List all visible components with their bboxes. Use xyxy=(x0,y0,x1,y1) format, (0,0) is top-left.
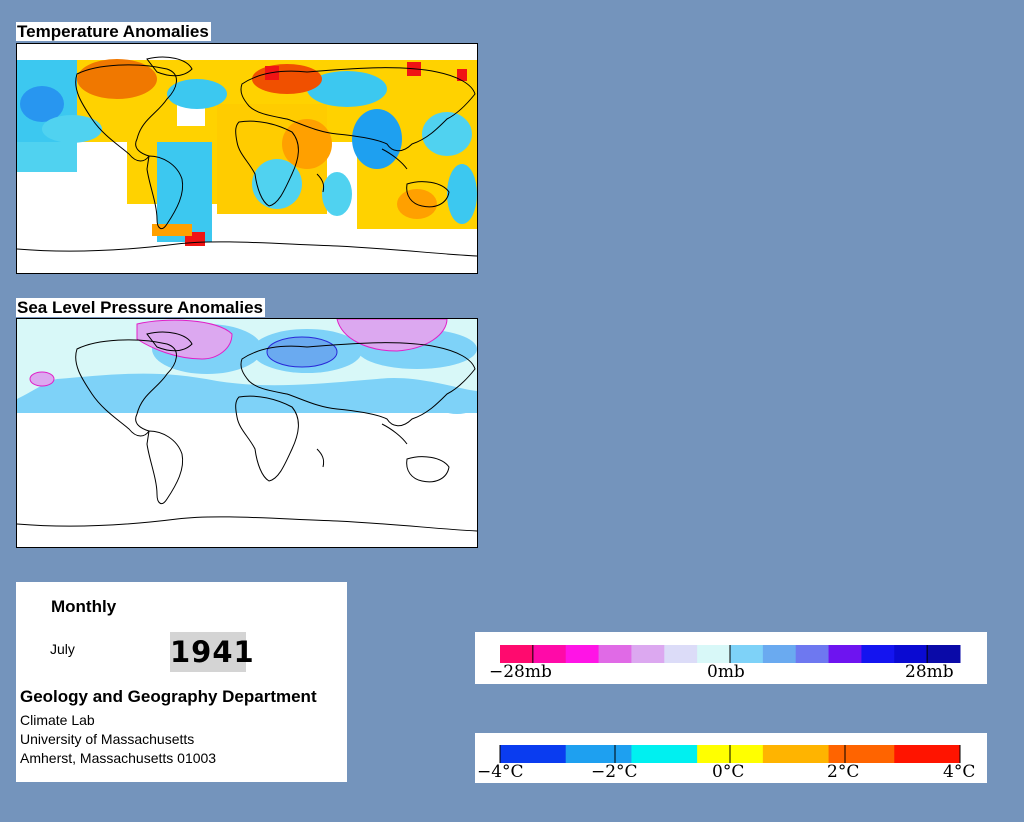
pressure-legend-swatch xyxy=(795,645,830,663)
pressure-legend-swatch xyxy=(532,645,567,663)
temperature-anomaly-map xyxy=(16,43,478,274)
pressure-legend-swatch xyxy=(664,645,698,663)
temperature-legend-swatch xyxy=(894,745,961,763)
info-box: Monthly July 1941 Geology and Geography … xyxy=(16,582,347,782)
pressure-color-legend: −28mb 0mb 28mb xyxy=(475,632,987,684)
temperature-colorbar xyxy=(499,745,961,763)
pressure-anomaly-map xyxy=(16,318,478,548)
year-display: 1941 xyxy=(170,632,254,672)
pressure-legend-swatch xyxy=(894,645,928,663)
pressure-legend-swatch xyxy=(730,645,764,663)
department-name: Geology and Geography Department xyxy=(20,687,317,706)
lab-name: Climate Lab xyxy=(20,712,95,728)
temperature-legend-swatch xyxy=(631,745,698,763)
temperature-tick-zero: 0°C xyxy=(712,762,745,782)
temperature-legend-swatch xyxy=(762,745,830,763)
pressure-tick-min: −28mb xyxy=(489,662,552,682)
month-label: July xyxy=(50,641,75,657)
pressure-tick-max: 28mb xyxy=(905,662,954,682)
pressure-legend-swatch xyxy=(861,645,895,663)
pressure-legend-swatch xyxy=(762,645,797,663)
temperature-tick-plus4: 4°C xyxy=(943,762,976,782)
temperature-panel-title: Temperature Anomalies xyxy=(16,22,211,41)
pressure-legend-swatch xyxy=(500,645,534,663)
pressure-legend-swatch xyxy=(828,645,862,663)
pressure-legend-swatch xyxy=(598,645,632,663)
pressure-legend-swatch xyxy=(927,645,961,663)
period-label: Monthly xyxy=(51,597,117,616)
temperature-tick-plus2: 2°C xyxy=(827,762,860,782)
temperature-tick-minus2: −2°C xyxy=(591,762,638,782)
temperature-legend-swatch xyxy=(565,745,632,763)
temperature-legend-swatch xyxy=(828,745,895,763)
address: Amherst, Massachusetts 01003 xyxy=(20,750,217,766)
temperature-color-legend: −4°C −2°C 0°C 2°C 4°C xyxy=(475,733,987,783)
temperature-tick-minus4: −4°C xyxy=(477,762,524,782)
university-name: University of Massachusetts xyxy=(20,731,195,747)
pressure-colorbar xyxy=(500,645,961,663)
temperature-legend-swatch xyxy=(500,745,567,763)
pressure-tick-zero: 0mb xyxy=(707,662,745,682)
pressure-panel-title: Sea Level Pressure Anomalies xyxy=(16,298,266,317)
pressure-legend-swatch xyxy=(565,645,600,663)
pressure-legend-swatch xyxy=(697,645,731,663)
pressure-legend-swatch xyxy=(631,645,665,663)
